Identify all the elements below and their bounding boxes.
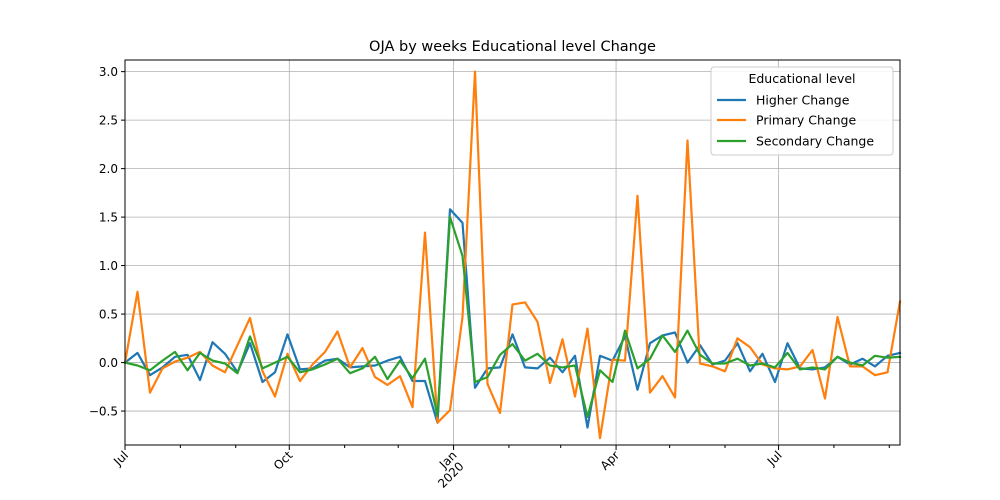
chart-title: OJA by weeks Educational level Change [369,39,656,55]
legend-label-primary: Primary Change [756,113,856,128]
y-tick-label: 2.5 [99,114,118,128]
legend-box [710,66,894,156]
plot-frame [124,59,901,446]
y-tick-label: 0.0 [99,356,118,370]
series-layer [123,70,902,440]
y-tick-label: 1.0 [99,259,118,273]
y-tick-label: 3.0 [99,65,118,79]
y-tick-label: 0.5 [99,308,118,322]
series-line-secondary-change [123,216,902,418]
legend: Educational level Higher Change Primary … [710,66,894,156]
series-line-higher-change [123,208,902,429]
y-tick-label: 2.0 [99,162,118,176]
y-tick-label: 1.5 [99,211,118,225]
y-tick-label: −0.5 [89,405,118,419]
legend-label-secondary: Secondary Change [756,134,874,149]
legend-label-higher: Higher Change [756,93,850,108]
legend-title: Educational level [748,71,855,86]
